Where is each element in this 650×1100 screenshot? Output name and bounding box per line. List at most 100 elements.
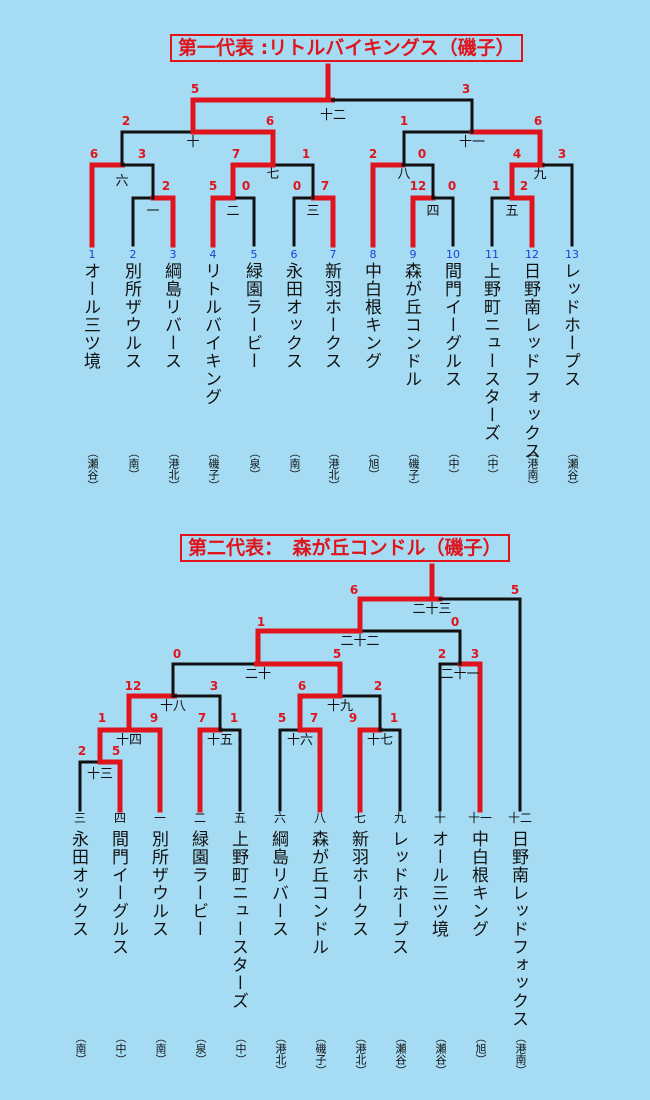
match-number-label: 二十三 <box>412 602 451 617</box>
score: 4 <box>513 147 521 161</box>
score: 1 <box>492 179 500 193</box>
score: 2 <box>438 647 446 661</box>
match-number-label: 六 <box>115 174 128 189</box>
match-number-label: 十九 <box>327 699 353 714</box>
team-name: 緑園ラービー <box>242 262 262 370</box>
score: 0 <box>293 179 301 193</box>
team-seed-number: 6 <box>291 248 298 261</box>
score: 6 <box>266 114 274 128</box>
match-number-label: 十八 <box>160 699 186 714</box>
team-seed-label: 九 <box>394 811 406 825</box>
score: 5 <box>209 179 217 193</box>
score: 6 <box>534 114 542 128</box>
team-seed-number: 8 <box>370 248 377 261</box>
team-name: レッドホープス <box>560 262 580 388</box>
score: 3 <box>210 679 218 693</box>
score: 1 <box>230 711 238 725</box>
score: 0 <box>451 615 459 629</box>
score: 1 <box>302 147 310 161</box>
match-number-label: 一 <box>146 204 159 219</box>
team-name: 中白根キング <box>361 262 381 370</box>
match-number-label: 五 <box>505 204 518 219</box>
match-number-label: 十三 <box>87 767 113 782</box>
score: 0 <box>448 179 456 193</box>
team-region: （中） <box>447 447 460 480</box>
team-seed-number: 13 <box>565 248 579 261</box>
team-region: （南） <box>288 447 301 480</box>
team-name: 中白根キング <box>468 830 488 938</box>
team-name: 森が丘コンドル <box>308 830 328 956</box>
team-name: 間門イーグルス <box>441 262 461 388</box>
score: 3 <box>138 147 146 161</box>
team-region: （港南） <box>514 1032 527 1076</box>
score: 1 <box>400 114 408 128</box>
score: 6 <box>350 583 358 597</box>
score: 2 <box>520 179 528 193</box>
team-region: （中） <box>486 447 499 480</box>
team-region: （瀬谷） <box>86 447 99 491</box>
team-name: 永田オックス <box>68 830 88 938</box>
team-seed-label: 八 <box>314 811 326 825</box>
team-seed-number: 2 <box>130 248 137 261</box>
team-name: オール三ツ境 <box>428 830 448 938</box>
team-region: （磯子） <box>314 1032 327 1076</box>
score: 7 <box>198 711 206 725</box>
team-region: （瀬谷） <box>566 447 579 491</box>
match-number-label: 十五 <box>207 733 233 748</box>
score: 5 <box>278 711 286 725</box>
match-number-label: 八 <box>397 167 410 182</box>
team-region: （港北） <box>167 447 180 491</box>
team-seed-label: 一 <box>154 811 166 825</box>
match-number-label: 九 <box>533 167 546 182</box>
team-name: 緑園ラービー <box>188 830 208 938</box>
team-seed-number: 5 <box>251 248 258 261</box>
team-name: 日野南レッドフォックス <box>508 830 528 1028</box>
score: 2 <box>369 147 377 161</box>
team-name: 綱島リバース <box>268 830 288 938</box>
team-region: （中） <box>114 1032 127 1065</box>
score: 12 <box>125 679 142 693</box>
team-name: 別所ザウルス <box>148 830 168 938</box>
score: 3 <box>462 82 470 96</box>
match-number-label: 三 <box>306 204 319 219</box>
team-seed-label: 十一 <box>468 811 492 825</box>
team-region: （瀬谷） <box>434 1032 447 1076</box>
score: 1 <box>257 615 265 629</box>
team-name: オール三ツ境 <box>80 262 100 370</box>
score: 5 <box>191 82 199 96</box>
team-seed-number: 10 <box>446 248 460 261</box>
score: 1 <box>98 711 106 725</box>
match-number-label: 十 <box>186 135 199 150</box>
match-number-label: 十七 <box>367 733 393 748</box>
match-number-label: 二十 <box>245 667 271 682</box>
team-region: （旭） <box>367 447 380 480</box>
team-name: 新羽ホークス <box>348 830 368 938</box>
team-seed-label: 五 <box>234 811 246 825</box>
team-seed-label: 二 <box>194 811 206 825</box>
team-name: 間門イーグルス <box>108 830 128 956</box>
score: 0 <box>418 147 426 161</box>
team-seed-number: 11 <box>485 248 499 261</box>
score: 2 <box>122 114 130 128</box>
score: 2 <box>78 744 86 758</box>
score: 6 <box>298 679 306 693</box>
score: 0 <box>173 647 181 661</box>
team-name: レッドホープス <box>388 830 408 956</box>
team-seed-number: 9 <box>410 248 417 261</box>
team-region: （南） <box>154 1032 167 1065</box>
score: 7 <box>232 147 240 161</box>
team-seed-number: 3 <box>170 248 177 261</box>
team-name: リトルバイキング <box>201 262 221 406</box>
score: 5 <box>112 744 120 758</box>
match-number-label: 十一 <box>459 135 485 150</box>
score: 0 <box>242 179 250 193</box>
team-region: （港北） <box>354 1032 367 1076</box>
score: 2 <box>162 179 170 193</box>
team-region: （港北） <box>274 1032 287 1076</box>
team-name: 上野町ニュースターズ <box>228 830 248 1010</box>
score: 7 <box>321 179 329 193</box>
team-seed-label: 四 <box>114 811 126 825</box>
bracket1-title: 第一代表 :リトルバイキングス（磯子） <box>170 34 523 62</box>
